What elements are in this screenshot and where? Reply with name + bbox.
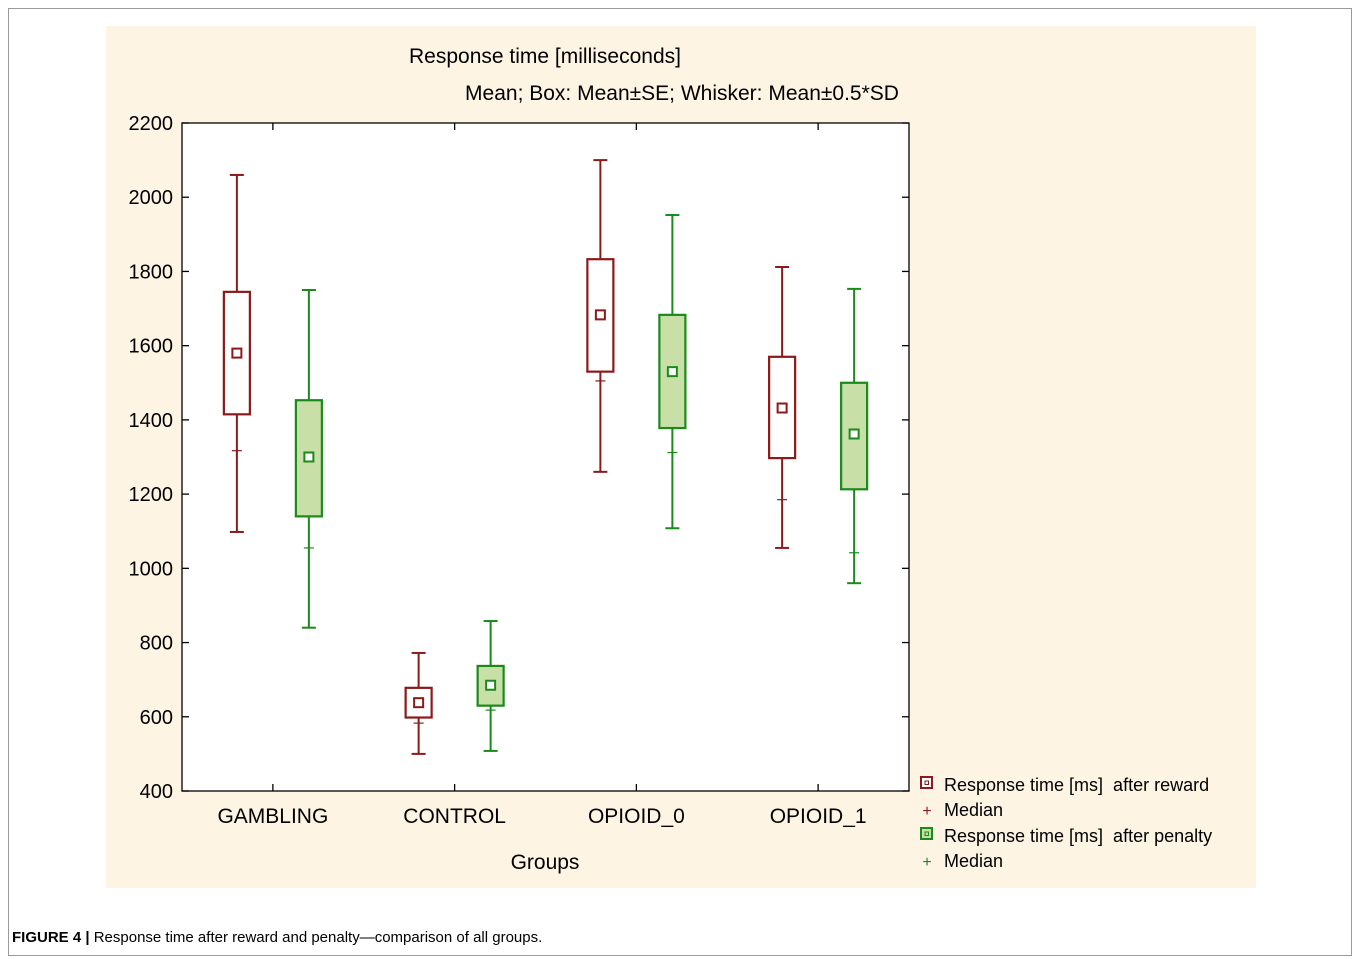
x-tick-label: OPIOID_1: [770, 805, 867, 828]
x-axis: GAMBLING CONTROL OPIOID_0 OPIOID_1: [217, 123, 867, 828]
y-tick-label: 1800: [129, 261, 174, 283]
figure-caption-text: Response time after reward and penalty—c…: [89, 929, 543, 946]
x-tick-label: OPIOID_0: [588, 805, 685, 828]
y-tick-label: 1000: [129, 558, 174, 580]
figure-label: FIGURE 4 |: [12, 929, 90, 946]
y-tick-label: 2200: [129, 113, 174, 135]
chart: Response time [milliseconds] Mean; Box: …: [106, 26, 1256, 888]
legend-label-median-reward: Median: [944, 800, 1003, 820]
legend-label-median-penalty: Median: [944, 851, 1003, 871]
y-axis: 400 600 800 1000 1200 1400 1600 1800 2000 2200: [129, 113, 909, 803]
chart-subtitle: Mean; Box: Mean±SE; Whisker: Mean±0.5*SD: [465, 82, 899, 105]
legend-median-marker-penalty: +: [922, 854, 931, 871]
plot-area: [181, 122, 910, 792]
chart-title: Response time [milliseconds]: [409, 45, 681, 68]
x-tick-label: GAMBLING: [217, 805, 328, 828]
legend-label-reward: Response time [ms] after reward: [944, 775, 1209, 795]
mean-marker: [303, 451, 315, 463]
x-axis-label: Groups: [511, 851, 580, 874]
legend-swatch-reward: [920, 776, 933, 789]
y-tick-label: 600: [140, 707, 173, 729]
mean-marker: [485, 679, 497, 691]
series-reward: [222, 159, 797, 755]
y-tick-label: 800: [140, 633, 173, 655]
y-tick-label: 1600: [129, 336, 174, 358]
mean-marker: [848, 428, 860, 440]
y-tick-label: 2000: [129, 187, 174, 209]
mean-marker: [776, 402, 788, 414]
mean-marker: [666, 366, 678, 378]
box-plot-series: [222, 159, 869, 755]
x-tick-label: CONTROL: [403, 805, 506, 828]
figure-caption: FIGURE 4 | Response time after reward an…: [12, 929, 542, 946]
mean-marker: [231, 347, 243, 359]
y-tick-label: 400: [140, 781, 173, 803]
legend-swatch-penalty-mean: [924, 831, 929, 836]
y-tick-label: 1200: [129, 484, 174, 506]
legend-median-marker-reward: +: [922, 803, 931, 820]
mean-marker: [413, 697, 425, 709]
series-penalty: [294, 214, 869, 752]
y-tick-label: 1400: [129, 410, 174, 432]
mean-marker: [594, 309, 606, 321]
legend-swatch-penalty: [920, 827, 933, 840]
legend-swatch-reward-mean: [924, 780, 929, 785]
legend: Response time [ms] after reward + Median…: [920, 775, 1212, 871]
legend-label-penalty: Response time [ms] after penalty: [944, 826, 1212, 846]
